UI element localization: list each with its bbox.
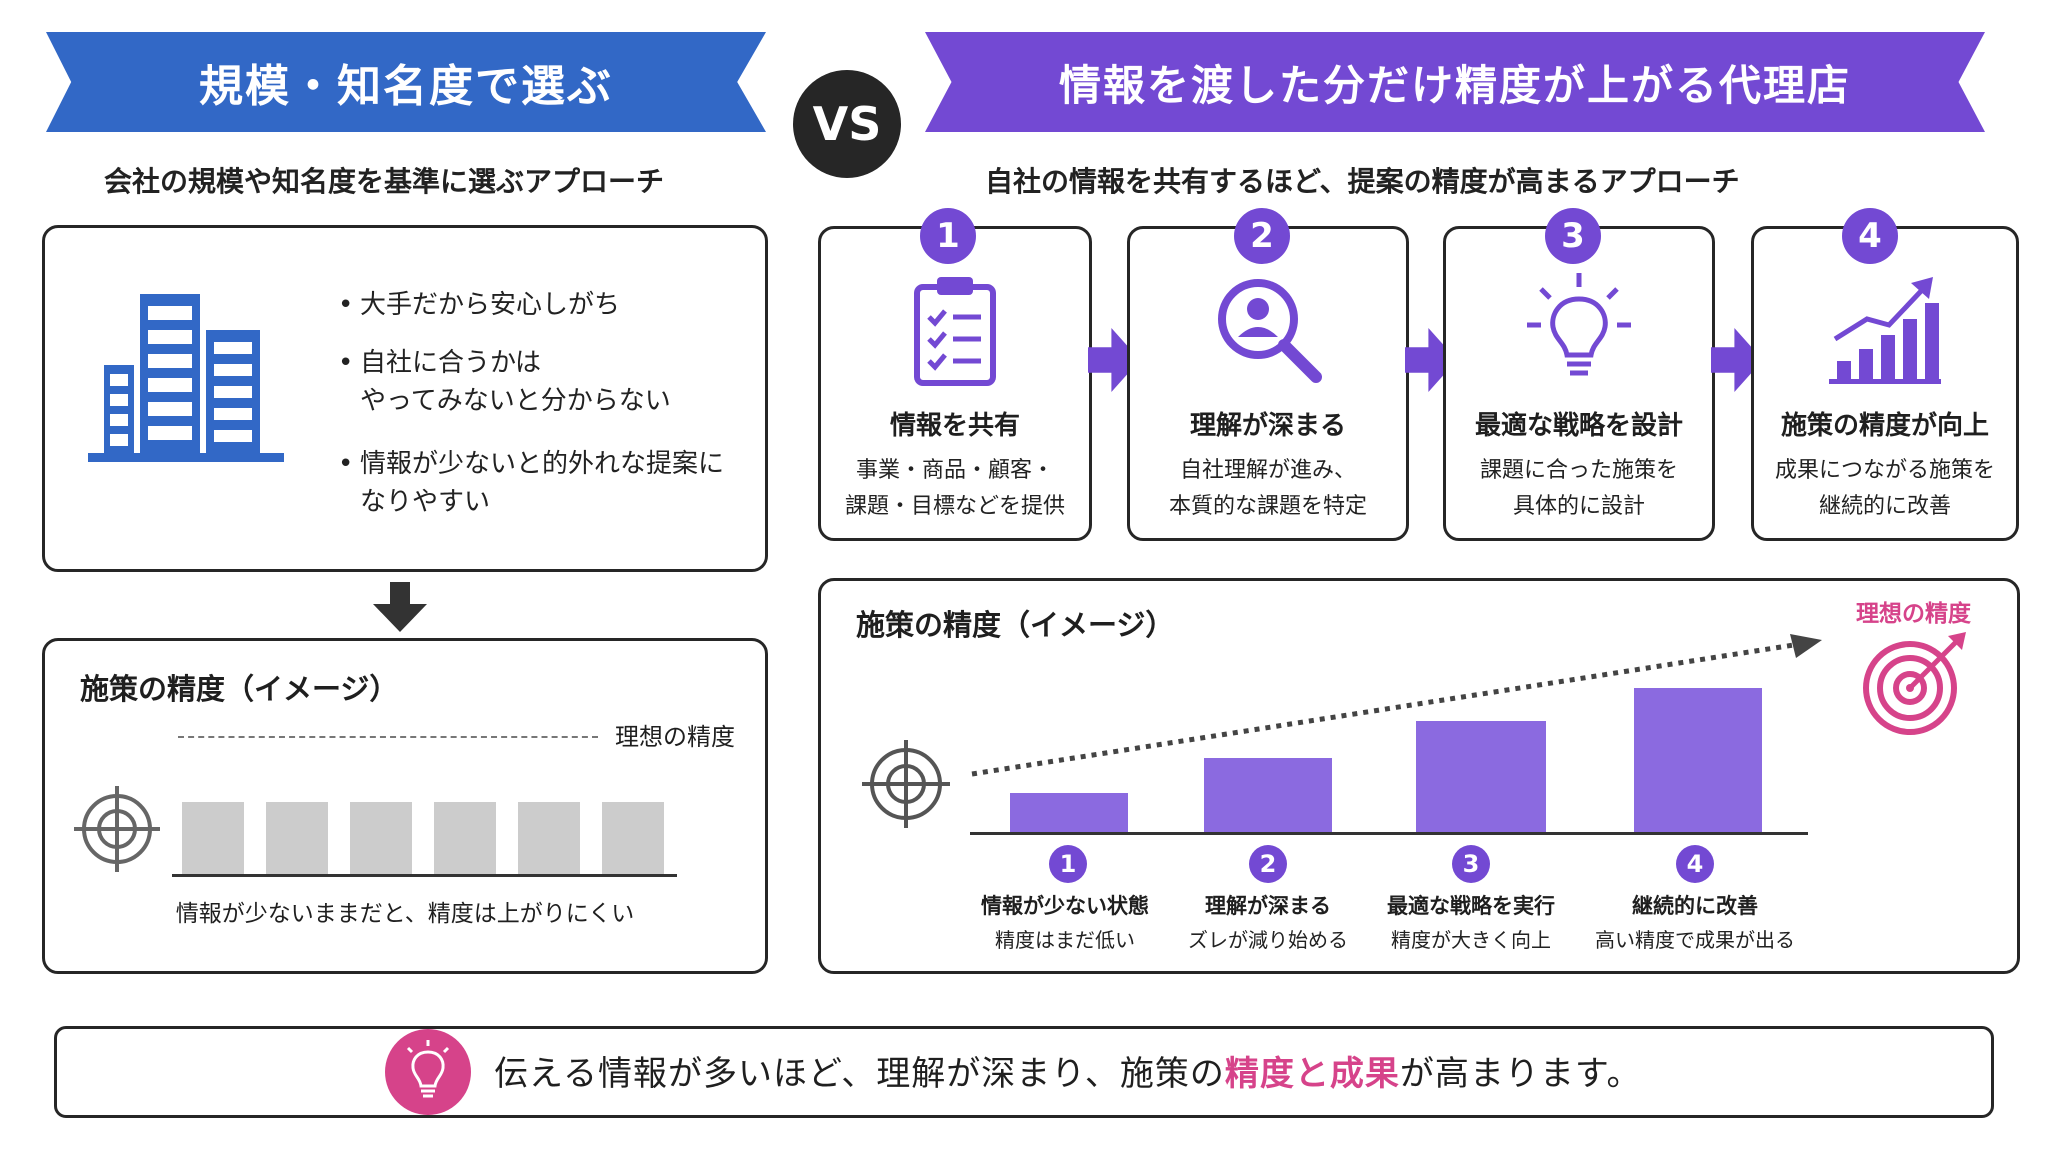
target-icon <box>1863 632 1966 735</box>
magnifier-user-icon <box>1218 279 1322 383</box>
ideal-label: 理想の精度 <box>615 723 735 751</box>
stage-4-sub: 高い精度で成果が出る <box>1595 928 1795 952</box>
gray-bar <box>602 802 664 874</box>
down-arrow-icon <box>373 582 427 632</box>
gray-bar <box>350 802 412 874</box>
right-chart-title: 施策の精度（イメージ） <box>856 608 1175 642</box>
bullet-2-line1: 自社に合うかは <box>360 348 541 378</box>
step-card-4: 施策の精度が向上 成果につながる施策を 継続的に改善 <box>1751 226 2019 541</box>
precision-bar-3 <box>1416 721 1546 833</box>
step-2-desc-line2: 本質的な課題を特定 <box>1168 494 1367 519</box>
stage-4-label: 継続的に改善 <box>1632 894 1758 918</box>
clipboard-checklist-icon <box>914 277 996 386</box>
gray-bar <box>266 802 328 874</box>
bullet-3-line2: なりやすい <box>360 487 491 517</box>
footer-highlight: 精度と成果 <box>1224 1054 1400 1094</box>
precision-bar-1 <box>1010 793 1128 833</box>
stage-3-sub: 精度が大きく向上 <box>1391 928 1551 952</box>
step-2-title: 理解が深まる <box>1189 411 1346 441</box>
footer-part1: 伝える情報が多いほど、理解が深まり、施策の <box>494 1054 1225 1094</box>
lightbulb-icon <box>1527 273 1631 376</box>
building-icon <box>88 294 284 462</box>
step-card-3: 最適な戦略を設計 課題に合った施策を 具体的に設計 <box>1443 226 1715 541</box>
right-chart-baseline <box>970 832 1808 835</box>
ideal-precision-label: 理想の精度 <box>1856 601 1971 627</box>
gray-bar <box>434 802 496 874</box>
stage-4-number: 4 <box>1676 845 1714 883</box>
gray-bar <box>518 802 580 874</box>
step-3-number: 3 <box>1545 208 1601 264</box>
stage-2-sub: ズレが減り始める <box>1188 928 1348 952</box>
bullet-2-line2: やってみないと分からない <box>360 386 671 416</box>
right-subtitle: 自社の情報を共有するほど、提案の精度が高まるアプローチ <box>985 165 1740 198</box>
right-banner-title: 情報を渡した分だけ精度が上がる代理店 <box>1058 60 1851 110</box>
step-1-desc: 事業・商品・顧客・ 課題・目標などを提供 <box>821 453 1089 525</box>
step-2-desc-line1: 自社理解が進み、 <box>1179 458 1356 483</box>
left-chart-title: 施策の精度（イメージ） <box>80 672 399 706</box>
step-3-desc: 課題に合った施策を 具体的に設計 <box>1446 453 1712 525</box>
bullet-2: 自社に合うかは やってみないと分からない <box>338 344 671 420</box>
stage-2-number: 2 <box>1249 845 1287 883</box>
bullet-1-line1: 大手だから安心しがち <box>360 290 621 320</box>
step-4-desc-line2: 継続的に改善 <box>1818 494 1951 519</box>
step-card-1: 情報を共有 事業・商品・顧客・ 課題・目標などを提供 <box>818 226 1092 541</box>
step-4-number: 4 <box>1842 208 1898 264</box>
precision-bar-4 <box>1634 688 1762 833</box>
stage-2-label: 理解が深まる <box>1205 894 1331 918</box>
step-1-title: 情報を共有 <box>889 411 1020 441</box>
stage-3-number: 3 <box>1452 845 1490 883</box>
right-banner: 情報を渡した分だけ精度が上がる代理店 <box>925 32 1985 132</box>
growth-chart-icon <box>1829 277 1941 384</box>
bullet-3-line1: 情報が少ないと的外れな提案に <box>360 449 725 479</box>
left-banner: 規模・知名度で選ぶ <box>46 32 766 132</box>
lightbulb-icon <box>385 1029 471 1115</box>
left-chart-caption: 情報が少ないままだと、精度は上がりにくい <box>175 901 635 927</box>
step-3-desc-line2: 具体的に設計 <box>1512 494 1645 519</box>
step-3-desc-line1: 課題に合った施策を <box>1479 458 1678 483</box>
precision-bar-2 <box>1204 758 1332 833</box>
footer-message: 伝える情報が多いほど、理解が深まり、施策の精度と成果が高まります。 <box>494 1046 1642 1095</box>
ideal-line <box>178 736 598 738</box>
step-4-title: 施策の精度が向上 <box>1780 411 1989 441</box>
vs-label: VS <box>812 97 882 151</box>
left-subtitle: 会社の規模や知名度を基準に選ぶアプローチ <box>104 165 665 198</box>
step-2-desc: 自社理解が進み、 本質的な課題を特定 <box>1130 453 1406 525</box>
footer-box <box>54 1026 1994 1118</box>
stage-1-sub: 精度はまだ低い <box>995 928 1135 952</box>
left-banner-title: 規模・知名度で選ぶ <box>199 61 613 112</box>
step-1-desc-line1: 事業・商品・顧客・ <box>855 458 1054 483</box>
step-3-title: 最適な戦略を設計 <box>1474 411 1683 441</box>
trend-arrow <box>971 634 1822 777</box>
step-2-number: 2 <box>1234 208 1290 264</box>
footer-part2: が高まります。 <box>1399 1054 1642 1094</box>
step-1-desc-line2: 課題・目標などを提供 <box>844 494 1065 519</box>
step-4-desc-line1: 成果につながる施策を <box>1774 458 1995 483</box>
stage-1-label: 情報が少ない状態 <box>981 894 1149 918</box>
gray-bar <box>182 802 244 874</box>
stage-3-label: 最適な戦略を実行 <box>1387 894 1555 918</box>
step-card-2: 理解が深まる 自社理解が進み、 本質的な課題を特定 <box>1127 226 1409 541</box>
bullet-1: 大手だから安心しがち <box>338 286 621 324</box>
crosshair-icon <box>862 740 950 828</box>
left-chart-baseline <box>172 874 677 877</box>
stage-1-number: 1 <box>1049 845 1087 883</box>
step-1-number: 1 <box>920 208 976 264</box>
step-4-desc: 成果につながる施策を 継続的に改善 <box>1754 453 2016 525</box>
vs-badge: VS <box>793 70 901 178</box>
bullet-3: 情報が少ないと的外れな提案に なりやすい <box>338 445 725 521</box>
crosshair-icon <box>74 786 160 872</box>
